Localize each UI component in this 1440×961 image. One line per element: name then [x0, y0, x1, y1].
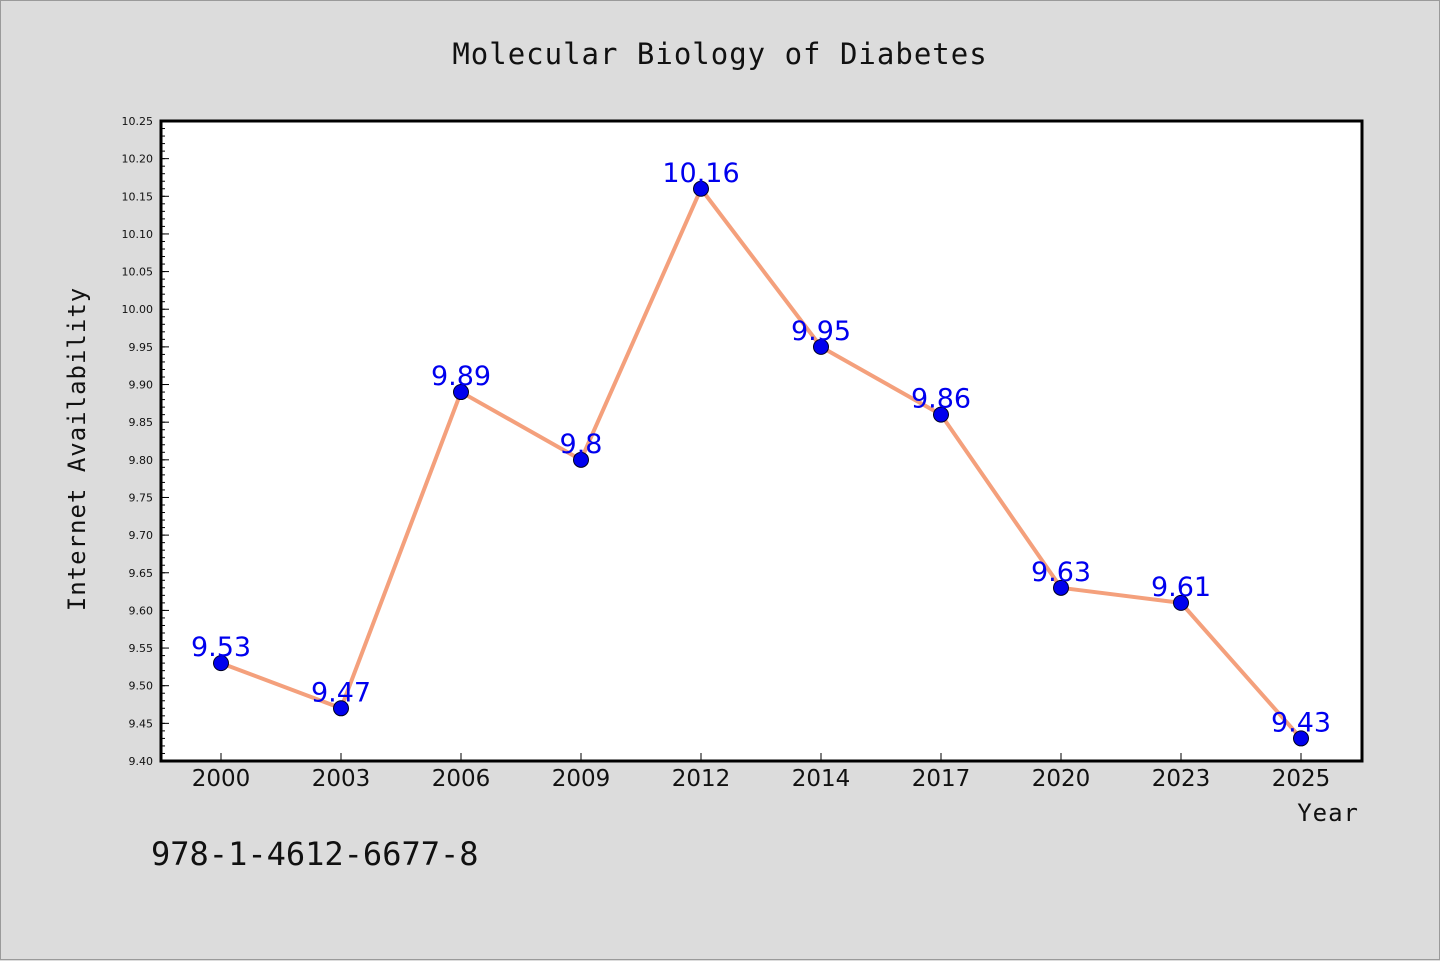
- series-layer: 9.53 9.47 9.89 9.8 10.16 9.95 9.86 9.63 9.61 9.43: [191, 158, 1331, 747]
- x-tick-label: 2006: [432, 766, 491, 792]
- data-label: 10.16: [662, 158, 739, 189]
- y-tick-label: 9.60: [129, 604, 154, 617]
- x-tick-label: 2012: [672, 766, 731, 792]
- x-tick-label: 2017: [912, 766, 971, 792]
- x-axis: 2000 2003 2006 2009 2012 2014 2017 2020 2023 2025: [192, 753, 1331, 792]
- x-axis-title: Year: [1297, 799, 1359, 827]
- data-point: [1173, 594, 1189, 611]
- y-tick-label: 9.75: [129, 491, 154, 504]
- y-tick-label: 9.95: [129, 341, 154, 354]
- y-tick-label: 9.80: [129, 454, 154, 467]
- data-point: [693, 180, 709, 197]
- isbn-text: 978-1-4612-6677-8: [151, 835, 479, 873]
- x-tick-label: 2000: [192, 766, 251, 792]
- y-axis: 9.40 9.45 9.50 9.55 9.60 9.65 9.70 9.75 9.80 9.85…: [122, 115, 169, 768]
- y-tick-label: 9.50: [129, 680, 154, 693]
- y-tick-label: 10.20: [122, 153, 154, 166]
- y-tick-label: 9.85: [129, 416, 154, 429]
- y-tick-label: 10.00: [122, 303, 154, 316]
- y-tick-label: 9.55: [129, 642, 154, 655]
- y-tick-label: 10.15: [122, 190, 154, 203]
- data-label: 9.47: [311, 677, 371, 708]
- y-tick-label: 10.10: [122, 228, 154, 241]
- x-tick-label: 2003: [312, 766, 371, 792]
- data-point: [1293, 730, 1309, 747]
- data-label: 9.89: [431, 361, 491, 392]
- data-point: [933, 406, 949, 423]
- y-axis-title: Internet Availability: [63, 287, 91, 611]
- x-tick-label: 2025: [1272, 766, 1331, 792]
- x-tick-label: 2020: [1032, 766, 1091, 792]
- x-tick-label: 2023: [1152, 766, 1211, 792]
- x-tick-label: 2014: [792, 766, 851, 792]
- data-point: [333, 700, 349, 717]
- x-tick-label: 2009: [552, 766, 611, 792]
- plot-area: [159, 119, 1364, 763]
- data-point: [453, 384, 469, 401]
- y-tick-label: 9.40: [129, 755, 154, 768]
- y-tick-label: 10.25: [122, 115, 154, 128]
- y-tick-label: 10.05: [122, 266, 154, 279]
- data-label: 9.53: [191, 632, 251, 663]
- data-label: 9.95: [791, 316, 851, 347]
- data-label: 9.63: [1031, 557, 1091, 588]
- series-line: [220, 186, 1303, 740]
- data-label: 9.8: [560, 429, 603, 460]
- data-point: [813, 338, 829, 355]
- data-label: 9.61: [1151, 572, 1211, 603]
- data-point: [1053, 579, 1069, 596]
- y-tick-label: 9.45: [129, 717, 154, 730]
- y-tick-label: 9.90: [129, 379, 154, 392]
- data-label: 9.86: [911, 384, 971, 415]
- data-label: 9.43: [1271, 707, 1331, 738]
- y-tick-label: 9.65: [129, 567, 154, 580]
- y-tick-label: 9.70: [129, 529, 154, 542]
- data-point: [573, 451, 589, 468]
- chart-title: Molecular Biology of Diabetes: [452, 37, 987, 71]
- data-point: [213, 655, 229, 672]
